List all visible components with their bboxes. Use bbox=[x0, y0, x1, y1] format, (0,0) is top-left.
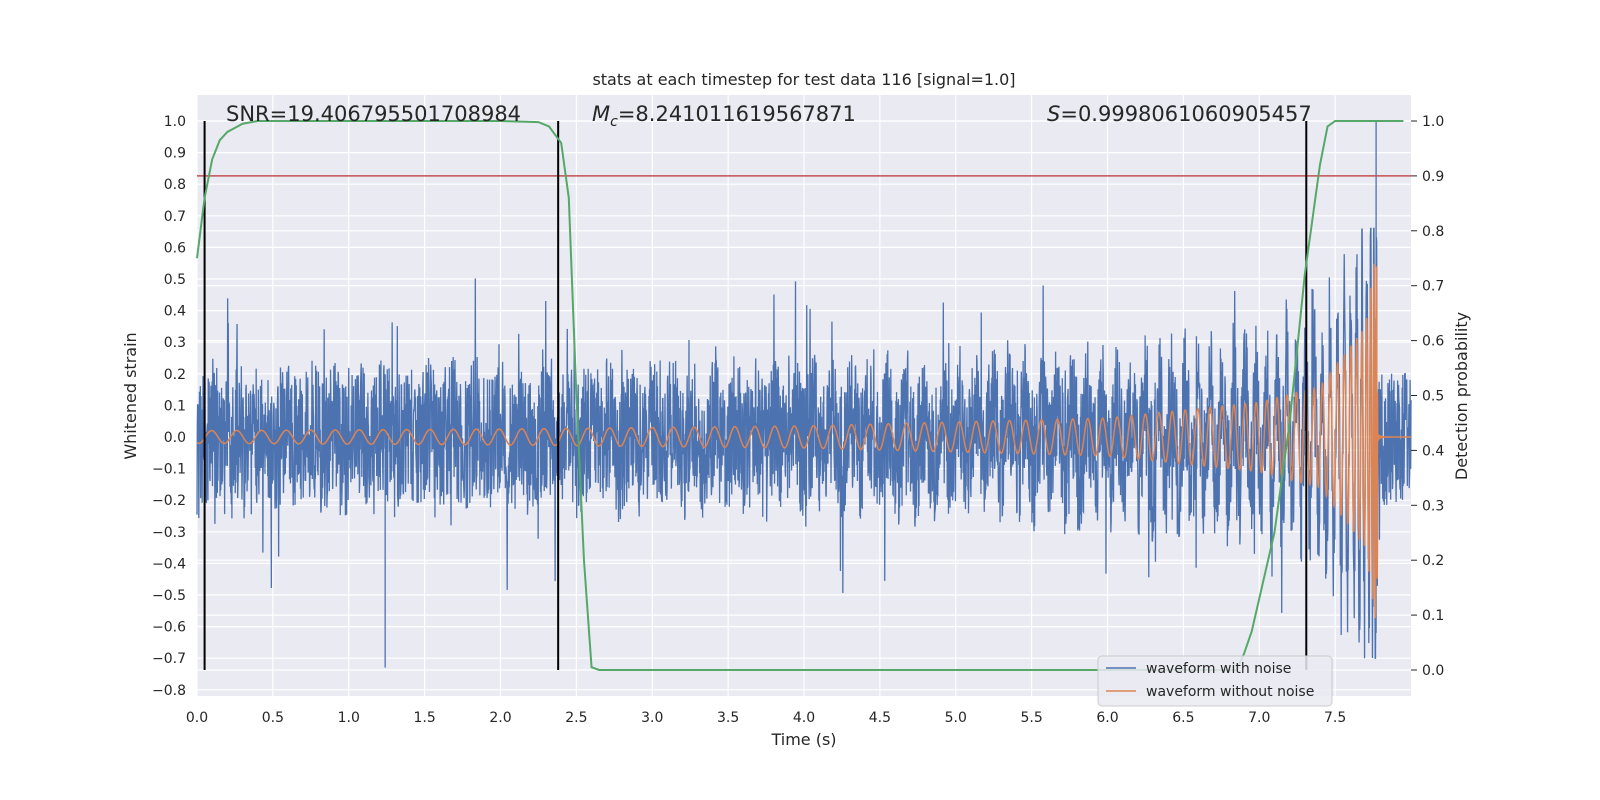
legend-box bbox=[1097, 655, 1333, 707]
y-tick-label-right: 0.8 bbox=[1422, 224, 1444, 240]
x-tick-label: 0.0 bbox=[186, 710, 208, 726]
y-tick-label-left: 0.2 bbox=[164, 367, 186, 383]
y-tick-label-right: 0.4 bbox=[1422, 443, 1444, 459]
y-tick-label-left: 0.8 bbox=[164, 177, 186, 193]
y-tick-label-right: 0.9 bbox=[1422, 169, 1444, 185]
y-tick-label-left: 0.1 bbox=[164, 398, 186, 414]
y-tick-label-left: −0.5 bbox=[152, 588, 186, 604]
ticks: 0.0 0.5 1.0 1.5 2.0 2.5 3.0 3.5 4.0 4.5 5.0 5.5 6.0 6… bbox=[152, 114, 1444, 726]
y-tick-label-right: 0.6 bbox=[1422, 334, 1444, 350]
y-axis-label-left: Whitened strain bbox=[121, 332, 140, 459]
chirp-mass-annotation: Mc=8.241011619567871 bbox=[592, 102, 856, 130]
y-tick-label-left: −0.3 bbox=[152, 525, 186, 541]
legend-label-noisy: waveform with noise bbox=[1146, 661, 1291, 677]
x-tick-label: 7.0 bbox=[1248, 710, 1270, 726]
y-tick-label-left: 0.0 bbox=[164, 430, 186, 446]
y-tick-label-left: −0.8 bbox=[152, 683, 186, 699]
x-tick-label: 6.0 bbox=[1096, 710, 1118, 726]
y-tick-label-right: 0.1 bbox=[1422, 608, 1444, 624]
y-tick-label-right: 0.0 bbox=[1422, 663, 1444, 679]
noisy-waveform-line bbox=[196, 121, 1412, 668]
y-tick-label-left: 0.3 bbox=[164, 335, 186, 351]
x-tick-label: 5.0 bbox=[945, 710, 967, 726]
legend: waveform with noise waveform without noi… bbox=[1097, 655, 1333, 707]
x-tick-label: 6.5 bbox=[1172, 710, 1194, 726]
y-tick-label-left: −0.4 bbox=[152, 556, 186, 572]
x-tick-label: 1.5 bbox=[413, 710, 435, 726]
y-tick-label-left: 0.7 bbox=[164, 209, 186, 225]
chart-title: stats at each timestep for test data 116… bbox=[592, 70, 1015, 89]
noisy-series bbox=[196, 121, 1412, 668]
x-tick-label: 2.5 bbox=[565, 710, 587, 726]
y-tick-label-left: −0.6 bbox=[152, 620, 186, 636]
y-axis-label-right: Detection probability bbox=[1452, 312, 1471, 480]
y-tick-label-left: 0.5 bbox=[164, 272, 186, 288]
x-tick-label: 3.5 bbox=[717, 710, 739, 726]
chirp-mass-subscript: c bbox=[610, 114, 618, 130]
s-symbol: S bbox=[1047, 102, 1060, 126]
x-tick-label: 0.5 bbox=[262, 710, 284, 726]
s-annotation: S=0.9998061060905457 bbox=[1047, 102, 1312, 126]
x-tick-label: 4.5 bbox=[869, 710, 891, 726]
chirp-mass-value: =8.241011619567871 bbox=[618, 102, 856, 126]
s-value: =0.9998061060905457 bbox=[1060, 102, 1311, 126]
x-tick-label: 2.0 bbox=[489, 710, 511, 726]
clean-series bbox=[196, 263, 1411, 619]
y-tick-label-left: 0.9 bbox=[164, 146, 186, 162]
y-tick-label-left: −0.2 bbox=[152, 493, 186, 509]
x-tick-label: 1.0 bbox=[338, 710, 360, 726]
y-tick-label-right: 0.7 bbox=[1422, 279, 1444, 295]
x-tick-label: 7.5 bbox=[1324, 710, 1346, 726]
y-tick-label-left: 0.4 bbox=[164, 304, 186, 320]
overlays bbox=[196, 120, 1411, 671]
y-tick-label-right: 1.0 bbox=[1422, 114, 1444, 130]
x-tick-label: 5.5 bbox=[1020, 710, 1042, 726]
x-tick-label: 3.0 bbox=[641, 710, 663, 726]
y-tick-label-right: 0.5 bbox=[1422, 389, 1444, 405]
clean-waveform-line bbox=[196, 263, 1411, 619]
detection-probability-line bbox=[196, 120, 1404, 671]
y-tick-label-left: −0.1 bbox=[152, 462, 186, 478]
x-tick-label: 4.0 bbox=[793, 710, 815, 726]
legend-label-clean: waveform without noise bbox=[1146, 684, 1314, 700]
y-tick-label-left: −0.7 bbox=[152, 651, 186, 667]
y-tick-label-left: 0.6 bbox=[164, 240, 186, 256]
y-tick-label-right: 0.3 bbox=[1422, 498, 1444, 514]
y-tick-label-left: 1.0 bbox=[164, 114, 186, 130]
x-axis-label: Time (s) bbox=[770, 730, 836, 749]
y-tick-label-right: 0.2 bbox=[1422, 553, 1444, 569]
snr-annotation: SNR=19.406795501708984 bbox=[226, 102, 521, 126]
chirp-mass-symbol: M bbox=[592, 102, 610, 126]
